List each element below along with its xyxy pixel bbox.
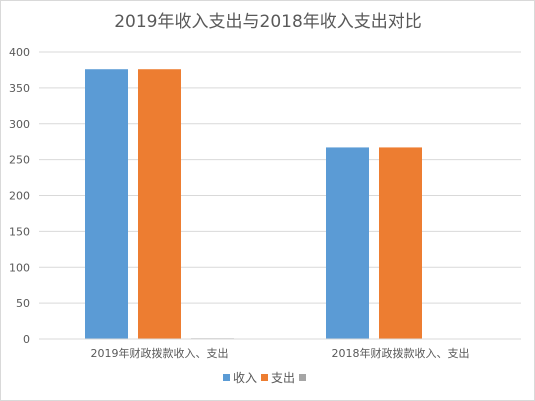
y-tick-label: 0 <box>23 333 30 346</box>
y-tick-label: 250 <box>9 154 30 167</box>
y-tick-label: 100 <box>9 261 30 274</box>
bars <box>85 69 422 339</box>
y-tick-label: 350 <box>9 82 30 95</box>
y-tick-label: 300 <box>9 118 30 131</box>
bar-收入-1 <box>85 69 128 339</box>
chart-title: 2019年收入支出与2018年收入支出对比 <box>114 12 422 32</box>
y-tick-label: 200 <box>9 190 30 203</box>
x-category-label: 2018年财政拨款收入、支出 <box>332 346 470 360</box>
legend-label: 收入 <box>233 371 257 385</box>
y-axis-ticks: 0 50 100 150 200 250 300 350 400 <box>9 46 30 346</box>
x-category-label: 2019年财政拨款收入、支出 <box>91 346 229 360</box>
y-tick-label: 150 <box>9 225 30 238</box>
legend-swatch <box>299 374 306 381</box>
bar-收入-2 <box>326 147 369 339</box>
legend-swatch <box>261 374 268 381</box>
x-axis-categories: 2019年财政拨款收入、支出 2018年财政拨款收入、支出 <box>91 346 470 360</box>
bar-支出-1 <box>138 69 181 339</box>
y-tick-label: 400 <box>9 46 30 59</box>
y-tick-label: 50 <box>16 297 30 310</box>
legend-swatch <box>223 374 230 381</box>
legend: 收入 支出 <box>223 371 306 385</box>
bar-支出-2 <box>379 147 422 339</box>
legend-label: 支出 <box>271 371 295 385</box>
